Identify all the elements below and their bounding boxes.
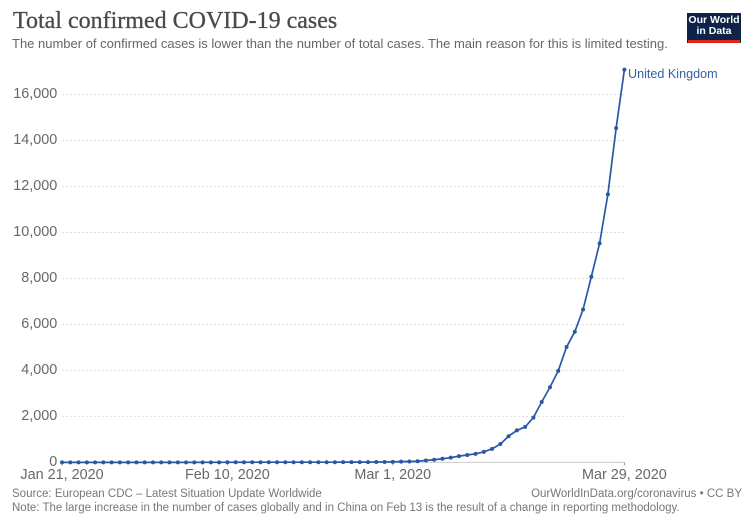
svg-text:Jan 21, 2020: Jan 21, 2020	[20, 467, 103, 483]
svg-text:16,000: 16,000	[13, 86, 57, 102]
svg-text:2,000: 2,000	[21, 408, 57, 424]
svg-text:Mar 1, 2020: Mar 1, 2020	[354, 467, 431, 483]
svg-text:14,000: 14,000	[13, 132, 57, 148]
svg-text:4,000: 4,000	[21, 362, 57, 378]
svg-text:Mar 29, 2020: Mar 29, 2020	[582, 467, 667, 483]
svg-text:Feb 10, 2020: Feb 10, 2020	[185, 467, 270, 483]
svg-text:12,000: 12,000	[13, 178, 57, 194]
svg-text:0: 0	[49, 454, 57, 470]
svg-text:8,000: 8,000	[21, 270, 57, 286]
svg-text:10,000: 10,000	[13, 224, 57, 240]
svg-text:6,000: 6,000	[21, 316, 57, 332]
